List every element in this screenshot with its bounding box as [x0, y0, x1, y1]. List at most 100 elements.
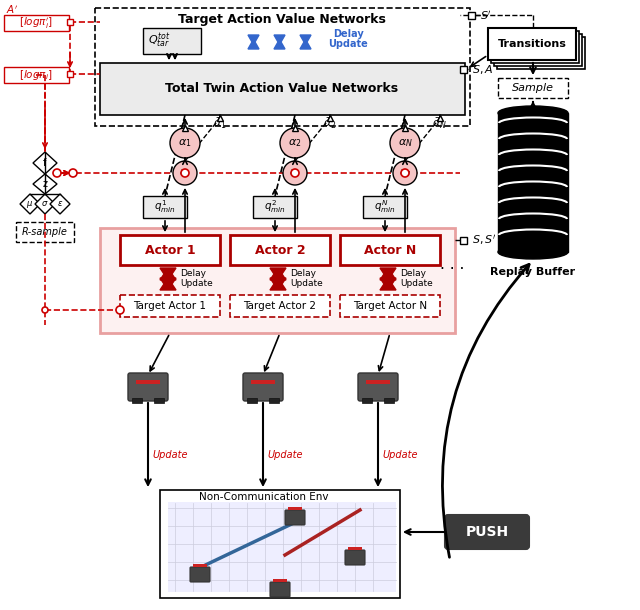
Text: Target Actor 2: Target Actor 2 [243, 301, 317, 311]
Bar [494, 34, 582, 66]
Bar [67, 71, 73, 77]
Text: $\mu$: $\mu$ [26, 198, 33, 209]
Bar [120, 235, 220, 265]
Text: $[log\pi_i]$: $[log\pi_i]$ [19, 68, 53, 82]
Bar [230, 295, 330, 317]
Bar [230, 235, 330, 265]
Bar [100, 63, 465, 115]
FancyBboxPatch shape [190, 567, 210, 582]
Bar [488, 28, 576, 60]
Text: Total Twin Action Value Networks: Total Twin Action Value Networks [165, 82, 399, 96]
Text: Sample: Sample [512, 83, 554, 93]
Bar [253, 196, 297, 218]
Text: $[log\pi_i']$: $[log\pi_i']$ [19, 15, 53, 30]
Bar [16, 222, 74, 242]
Ellipse shape [498, 245, 568, 259]
Text: $q_{min}^{1}$: $q_{min}^{1}$ [154, 199, 176, 215]
Text: Delay: Delay [180, 270, 206, 279]
Bar [498, 78, 568, 98]
Bar [340, 295, 440, 317]
Text: Update: Update [290, 279, 323, 287]
Text: Actor 2: Actor 2 [255, 243, 305, 256]
Text: $S'$: $S'$ [480, 9, 492, 21]
Text: Delay: Delay [290, 270, 316, 279]
Text: Actor 1: Actor 1 [145, 243, 195, 256]
Text: f: f [44, 158, 47, 168]
Polygon shape [160, 268, 176, 280]
Text: $\bar{\alpha}_{N}$: $\bar{\alpha}_{N}$ [433, 117, 447, 131]
Polygon shape [380, 268, 396, 280]
Text: $Q_{tar}^{tot}$: $Q_{tar}^{tot}$ [148, 32, 171, 50]
FancyBboxPatch shape [243, 373, 283, 401]
Text: $a_{1}$: $a_{1}$ [179, 167, 191, 179]
Bar [363, 196, 407, 218]
Polygon shape [248, 35, 259, 49]
Text: $\alpha_{2}$: $\alpha_{2}$ [288, 137, 301, 149]
Polygon shape [380, 278, 396, 290]
Text: $\sigma$: $\sigma$ [41, 199, 49, 209]
Text: $\bar{\alpha}_{2}$: $\bar{\alpha}_{2}$ [323, 117, 337, 131]
Text: Update: Update [328, 39, 368, 49]
Text: Delay: Delay [400, 270, 426, 279]
FancyBboxPatch shape [445, 515, 529, 549]
Circle shape [170, 128, 200, 158]
Circle shape [53, 169, 61, 177]
Text: · · ·: · · · [440, 262, 464, 278]
Bar [269, 398, 279, 403]
Polygon shape [50, 194, 70, 214]
Bar [498, 113, 568, 252]
Text: Delay: Delay [333, 29, 364, 39]
Circle shape [42, 307, 48, 313]
Text: Non-Communication Env: Non-Communication Env [199, 492, 328, 502]
Bar [366, 380, 390, 384]
Bar [136, 380, 160, 384]
Text: $\alpha_{1}$: $\alpha_{1}$ [178, 137, 192, 149]
Text: Replay Buffer: Replay Buffer [490, 267, 575, 277]
Text: Transitions: Transitions [497, 39, 566, 49]
Bar [247, 398, 257, 403]
Bar [100, 228, 455, 333]
Circle shape [283, 161, 307, 185]
Bar [251, 380, 275, 384]
Bar [67, 19, 73, 25]
Bar [362, 398, 372, 403]
Bar [460, 66, 467, 73]
Polygon shape [35, 194, 55, 214]
Bar [497, 37, 585, 69]
Circle shape [401, 169, 409, 177]
Text: $q_{min}^{N}$: $q_{min}^{N}$ [374, 199, 396, 215]
Text: Target Actor N: Target Actor N [353, 301, 427, 311]
Text: $\alpha_{N}$: $\alpha_{N}$ [397, 137, 412, 149]
Bar [143, 28, 201, 54]
Text: Target Action Value Networks: Target Action Value Networks [178, 13, 386, 26]
Text: $A'$: $A'$ [6, 4, 18, 16]
Text: $S,A$: $S,A$ [472, 62, 493, 76]
Bar [132, 398, 142, 403]
Bar [154, 398, 164, 403]
Bar [160, 490, 400, 598]
FancyBboxPatch shape [270, 582, 290, 597]
Bar [460, 237, 467, 244]
Circle shape [173, 161, 197, 185]
Polygon shape [160, 278, 176, 290]
Circle shape [69, 169, 77, 177]
Circle shape [390, 128, 420, 158]
Circle shape [116, 306, 124, 314]
FancyBboxPatch shape [358, 373, 398, 401]
Bar [273, 579, 287, 582]
Polygon shape [300, 35, 311, 49]
Circle shape [393, 161, 417, 185]
Bar [4, 15, 69, 31]
Bar [100, 228, 455, 333]
FancyBboxPatch shape [285, 510, 305, 525]
Polygon shape [33, 174, 57, 194]
Polygon shape [270, 278, 286, 290]
Bar [384, 398, 394, 403]
Text: Actor N: Actor N [364, 243, 416, 256]
Ellipse shape [498, 106, 568, 120]
Polygon shape [33, 152, 57, 174]
Text: $a_{2}$: $a_{2}$ [289, 167, 301, 179]
Text: Update: Update [267, 450, 303, 460]
Text: z: z [42, 179, 47, 189]
Bar [491, 31, 579, 63]
